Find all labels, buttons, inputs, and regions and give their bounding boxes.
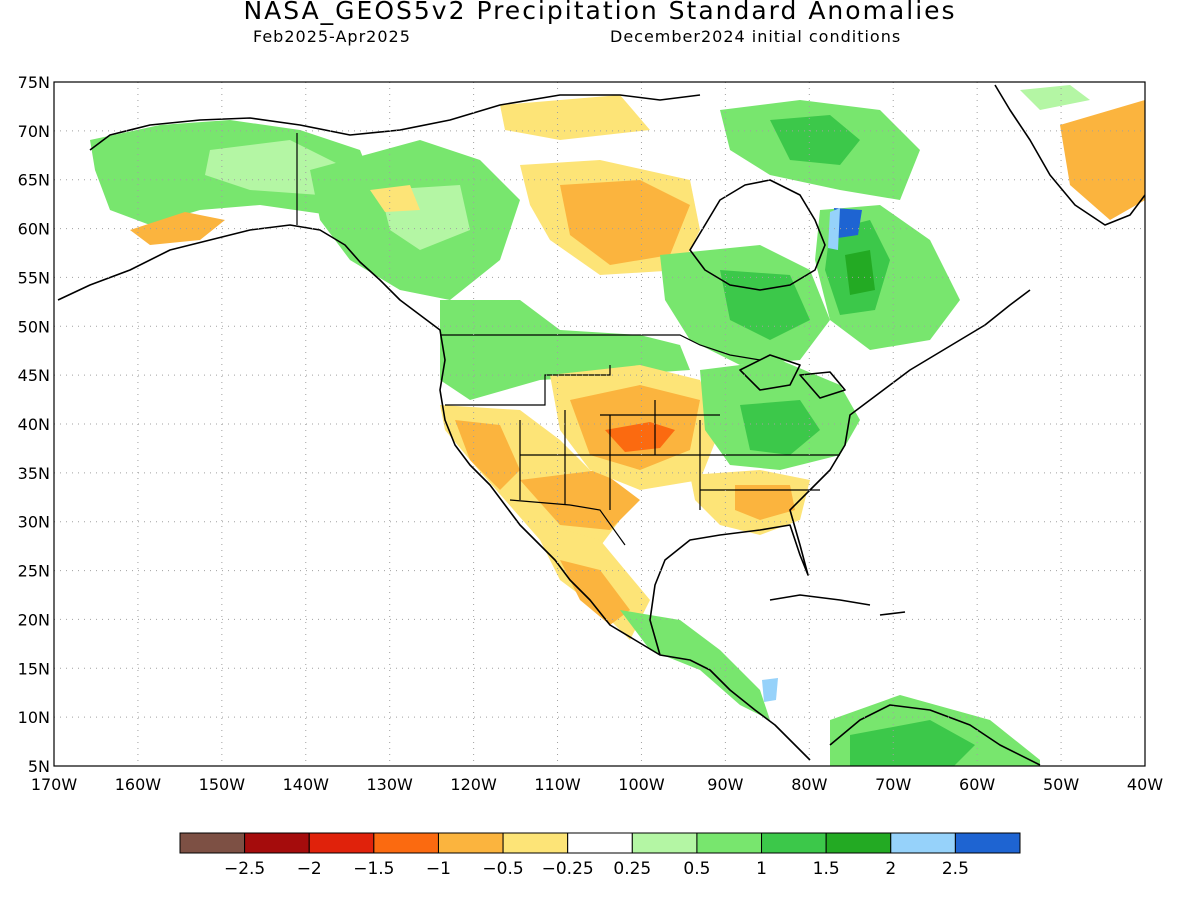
map-title: NASA_GEOS5v2 Precipitation Standard Anom… — [243, 0, 957, 25]
lat-label: 20N — [18, 610, 50, 629]
lon-label: 40W — [1127, 775, 1163, 794]
lat-label: 15N — [18, 659, 50, 678]
colorbar-swatch — [567, 832, 633, 854]
initial-conditions: December2024 initial conditions — [610, 27, 902, 46]
lat-label: 65N — [18, 171, 50, 190]
colorbar-label: 0.25 — [613, 859, 651, 879]
lon-label: 60W — [959, 775, 995, 794]
colorbar-label: −2.5 — [224, 859, 265, 879]
lon-label: 100W — [618, 775, 665, 794]
colorbar-label: −1 — [426, 859, 451, 879]
colorbar-label: −2 — [297, 859, 322, 879]
lon-label: 160W — [115, 775, 162, 794]
colorbar-label: −0.25 — [542, 859, 594, 879]
longitude-labels: 170W 160W 150W 140W 130W 120W 110W 100W 90W 80W 70… — [31, 775, 1163, 794]
lat-label: 10N — [18, 708, 50, 727]
colorbar-label: 1 — [756, 859, 767, 879]
colorbar-label: −1.5 — [353, 859, 394, 879]
lon-label: 110W — [534, 775, 581, 794]
lon-label: 140W — [283, 775, 330, 794]
colorbar-swatch — [179, 832, 246, 854]
lon-label: 70W — [875, 775, 911, 794]
colorbar-swatch — [825, 832, 892, 854]
latitude-labels: 75N 70N 65N 60N 55N 50N 45N 40N 35N 30N 25N 20N 15N 1… — [18, 73, 50, 776]
lat-label: 25N — [18, 562, 50, 581]
coastlines — [57, 84, 1145, 766]
colorbar-label: 2.5 — [942, 859, 969, 879]
lon-label: 130W — [367, 775, 414, 794]
lon-label: 80W — [791, 775, 827, 794]
anomaly-shading — [90, 85, 1145, 766]
colorbar-labels: −2.5 −2 −1.5 −1 −0.5 −0.25 0.25 0.5 1 1.5 2 2.5 — [224, 859, 969, 879]
lat-label: 70N — [18, 122, 50, 141]
colorbar-swatch — [502, 832, 569, 854]
colorbar-swatch — [308, 832, 375, 854]
colorbar-swatch — [437, 832, 504, 854]
colorbar-swatch — [373, 832, 439, 854]
lat-label: 5N — [28, 757, 50, 776]
lat-label: 50N — [18, 317, 50, 336]
lat-lon-grid — [54, 82, 1145, 766]
map-frame — [53, 81, 1146, 767]
colorbar-swatch — [696, 832, 763, 854]
lat-label: 55N — [18, 268, 50, 287]
lat-label: 30N — [18, 513, 50, 532]
colorbar-label: 1.5 — [813, 859, 840, 879]
lon-label: 170W — [31, 775, 78, 794]
lon-label: 90W — [707, 775, 743, 794]
lon-label: 120W — [450, 775, 497, 794]
map-content — [57, 84, 1145, 766]
lat-label: 35N — [18, 464, 50, 483]
lon-label: 50W — [1043, 775, 1079, 794]
colorbar-swatch — [890, 832, 956, 854]
colorbar-swatch — [244, 832, 310, 854]
colorbar-swatch — [631, 832, 698, 854]
political-borders — [296, 133, 840, 546]
colorbar-swatch — [761, 832, 827, 854]
colorbar-label: 0.5 — [683, 859, 710, 879]
colorbar-label: −0.5 — [482, 859, 523, 879]
lat-label: 60N — [18, 220, 50, 239]
colorbar — [179, 832, 1021, 854]
lat-label: 75N — [18, 73, 50, 92]
lat-label: 45N — [18, 366, 50, 385]
forecast-period: Feb2025-Apr2025 — [253, 27, 411, 46]
lat-label: 40N — [18, 415, 50, 434]
colorbar-swatch — [954, 832, 1021, 854]
lon-label: 150W — [199, 775, 246, 794]
colorbar-label: 2 — [885, 859, 896, 879]
